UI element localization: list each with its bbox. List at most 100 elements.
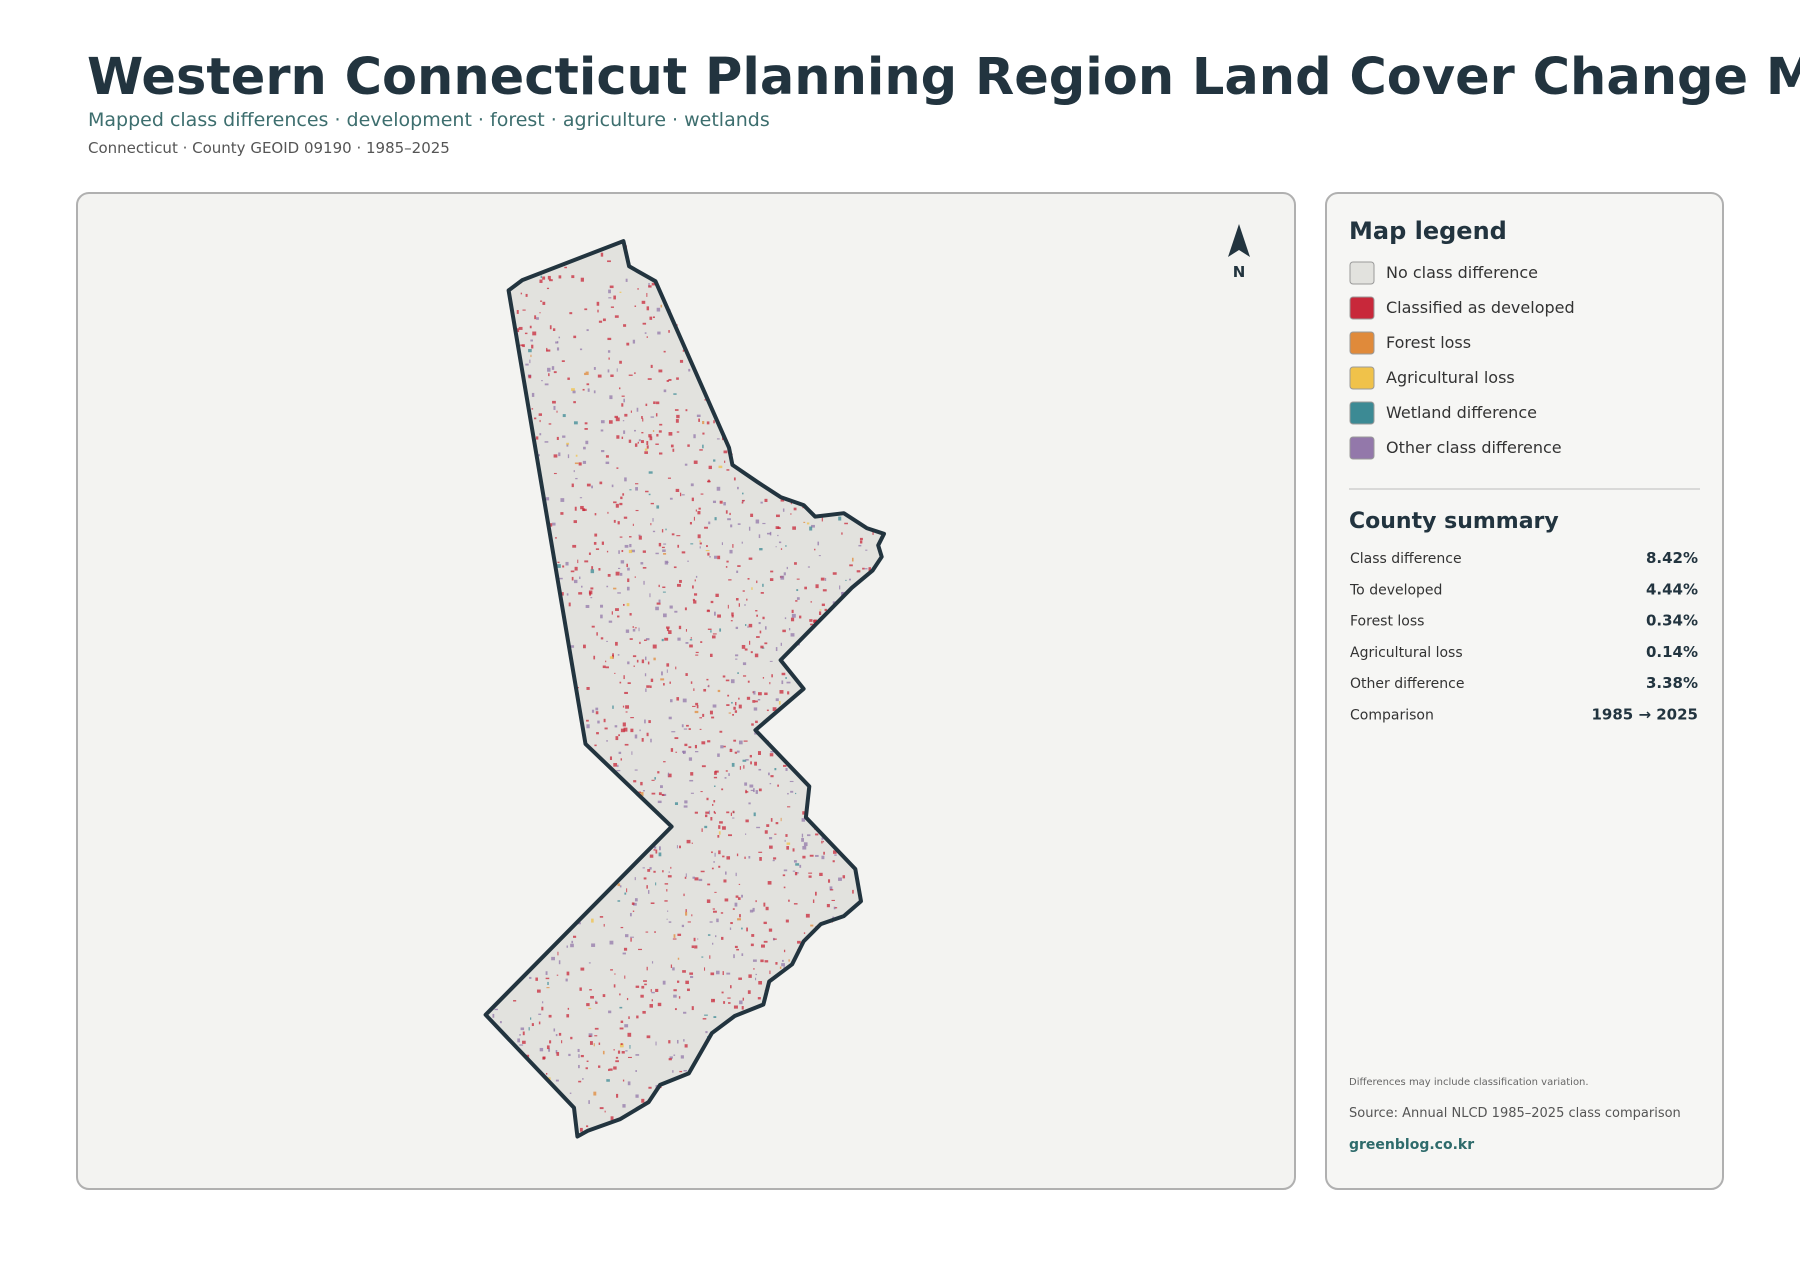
change-pixel xyxy=(574,462,579,465)
change-pixel xyxy=(586,1125,589,1128)
change-pixel xyxy=(575,477,578,480)
change-pixel xyxy=(585,604,590,608)
change-pixel xyxy=(525,293,528,297)
change-pixel xyxy=(773,938,777,940)
change-pixel xyxy=(685,642,689,644)
subtitle: Mapped class differences · development ·… xyxy=(88,109,770,131)
change-pixel xyxy=(700,791,703,793)
change-pixel xyxy=(600,614,603,619)
change-pixel xyxy=(712,500,717,504)
change-pixel xyxy=(569,312,573,315)
change-pixel xyxy=(743,740,748,742)
change-pixel xyxy=(558,960,561,965)
change-pixel xyxy=(685,409,688,412)
change-pixel xyxy=(606,640,608,642)
change-pixel xyxy=(643,639,647,641)
change-pixel xyxy=(769,753,774,757)
change-pixel xyxy=(793,860,797,863)
change-pixel xyxy=(731,701,733,704)
change-pixel xyxy=(786,846,790,850)
change-pixel xyxy=(749,640,751,645)
change-pixel xyxy=(751,723,754,726)
change-pixel xyxy=(729,549,733,554)
change-pixel xyxy=(642,322,647,325)
change-pixel xyxy=(669,605,673,609)
change-pixel xyxy=(635,1070,637,1073)
change-pixel xyxy=(858,544,862,547)
change-pixel xyxy=(819,609,822,611)
change-pixel xyxy=(562,435,566,438)
change-pixel xyxy=(617,654,620,656)
change-pixel xyxy=(726,856,731,860)
change-pixel xyxy=(586,383,590,386)
change-pixel xyxy=(696,414,701,417)
change-pixel xyxy=(791,613,796,618)
change-pixel xyxy=(708,465,712,470)
summary-value: 3.38% xyxy=(1646,674,1698,692)
change-pixel xyxy=(531,408,534,410)
change-pixel xyxy=(695,651,699,654)
change-pixel xyxy=(641,416,643,419)
change-pixel xyxy=(730,524,733,528)
change-pixel xyxy=(655,988,659,993)
change-pixel xyxy=(649,854,654,858)
change-pixel xyxy=(578,592,583,595)
change-pixel xyxy=(530,354,532,358)
change-pixel xyxy=(664,883,669,885)
change-pixel xyxy=(682,349,685,352)
change-pixel xyxy=(725,510,728,514)
change-pixel xyxy=(681,551,686,554)
change-pixel xyxy=(609,1068,613,1071)
note: Differences may include classification v… xyxy=(1349,1077,1589,1088)
change-pixel xyxy=(602,665,606,669)
change-pixel xyxy=(635,487,638,491)
change-pixel xyxy=(553,1028,556,1032)
change-pixel xyxy=(603,923,605,927)
change-pixel xyxy=(849,564,853,567)
change-pixel xyxy=(608,1068,610,1072)
change-pixel xyxy=(520,1027,525,1031)
change-pixel xyxy=(745,791,749,793)
change-pixel xyxy=(622,1079,625,1082)
change-pixel xyxy=(667,477,671,479)
change-pixel xyxy=(775,546,777,548)
change-pixel xyxy=(823,851,825,855)
change-pixel xyxy=(631,751,633,755)
change-pixel xyxy=(555,1050,558,1054)
change-pixel xyxy=(650,416,655,418)
change-pixel xyxy=(546,287,550,290)
change-pixel xyxy=(734,751,738,754)
change-pixel xyxy=(618,387,621,390)
change-pixel xyxy=(627,1081,631,1086)
change-pixel xyxy=(627,661,630,665)
change-pixel xyxy=(657,800,662,804)
legend-label: Forest loss xyxy=(1386,333,1471,352)
change-pixel xyxy=(648,282,650,287)
change-pixel xyxy=(815,854,819,857)
change-pixel xyxy=(693,600,697,604)
change-pixel xyxy=(620,560,625,564)
change-pixel xyxy=(770,818,773,822)
change-pixel xyxy=(784,839,786,842)
change-pixel xyxy=(807,566,810,568)
change-pixel xyxy=(616,1093,619,1098)
change-pixel xyxy=(545,497,550,501)
change-pixel xyxy=(588,552,591,555)
change-pixel xyxy=(689,644,693,648)
change-pixel xyxy=(534,315,537,320)
change-pixel xyxy=(654,777,656,780)
change-pixel xyxy=(753,690,756,695)
change-pixel xyxy=(629,638,633,640)
change-pixel xyxy=(641,431,644,434)
change-pixel xyxy=(609,285,614,289)
change-pixel xyxy=(556,436,559,440)
change-pixel xyxy=(754,653,759,658)
change-pixel xyxy=(717,753,720,757)
change-pixel xyxy=(685,909,687,913)
change-pixel xyxy=(755,790,758,794)
change-pixel xyxy=(644,448,648,451)
legend-title: Map legend xyxy=(1349,217,1507,245)
change-pixel xyxy=(570,943,574,948)
change-pixel xyxy=(697,938,699,940)
change-pixel xyxy=(808,875,812,878)
